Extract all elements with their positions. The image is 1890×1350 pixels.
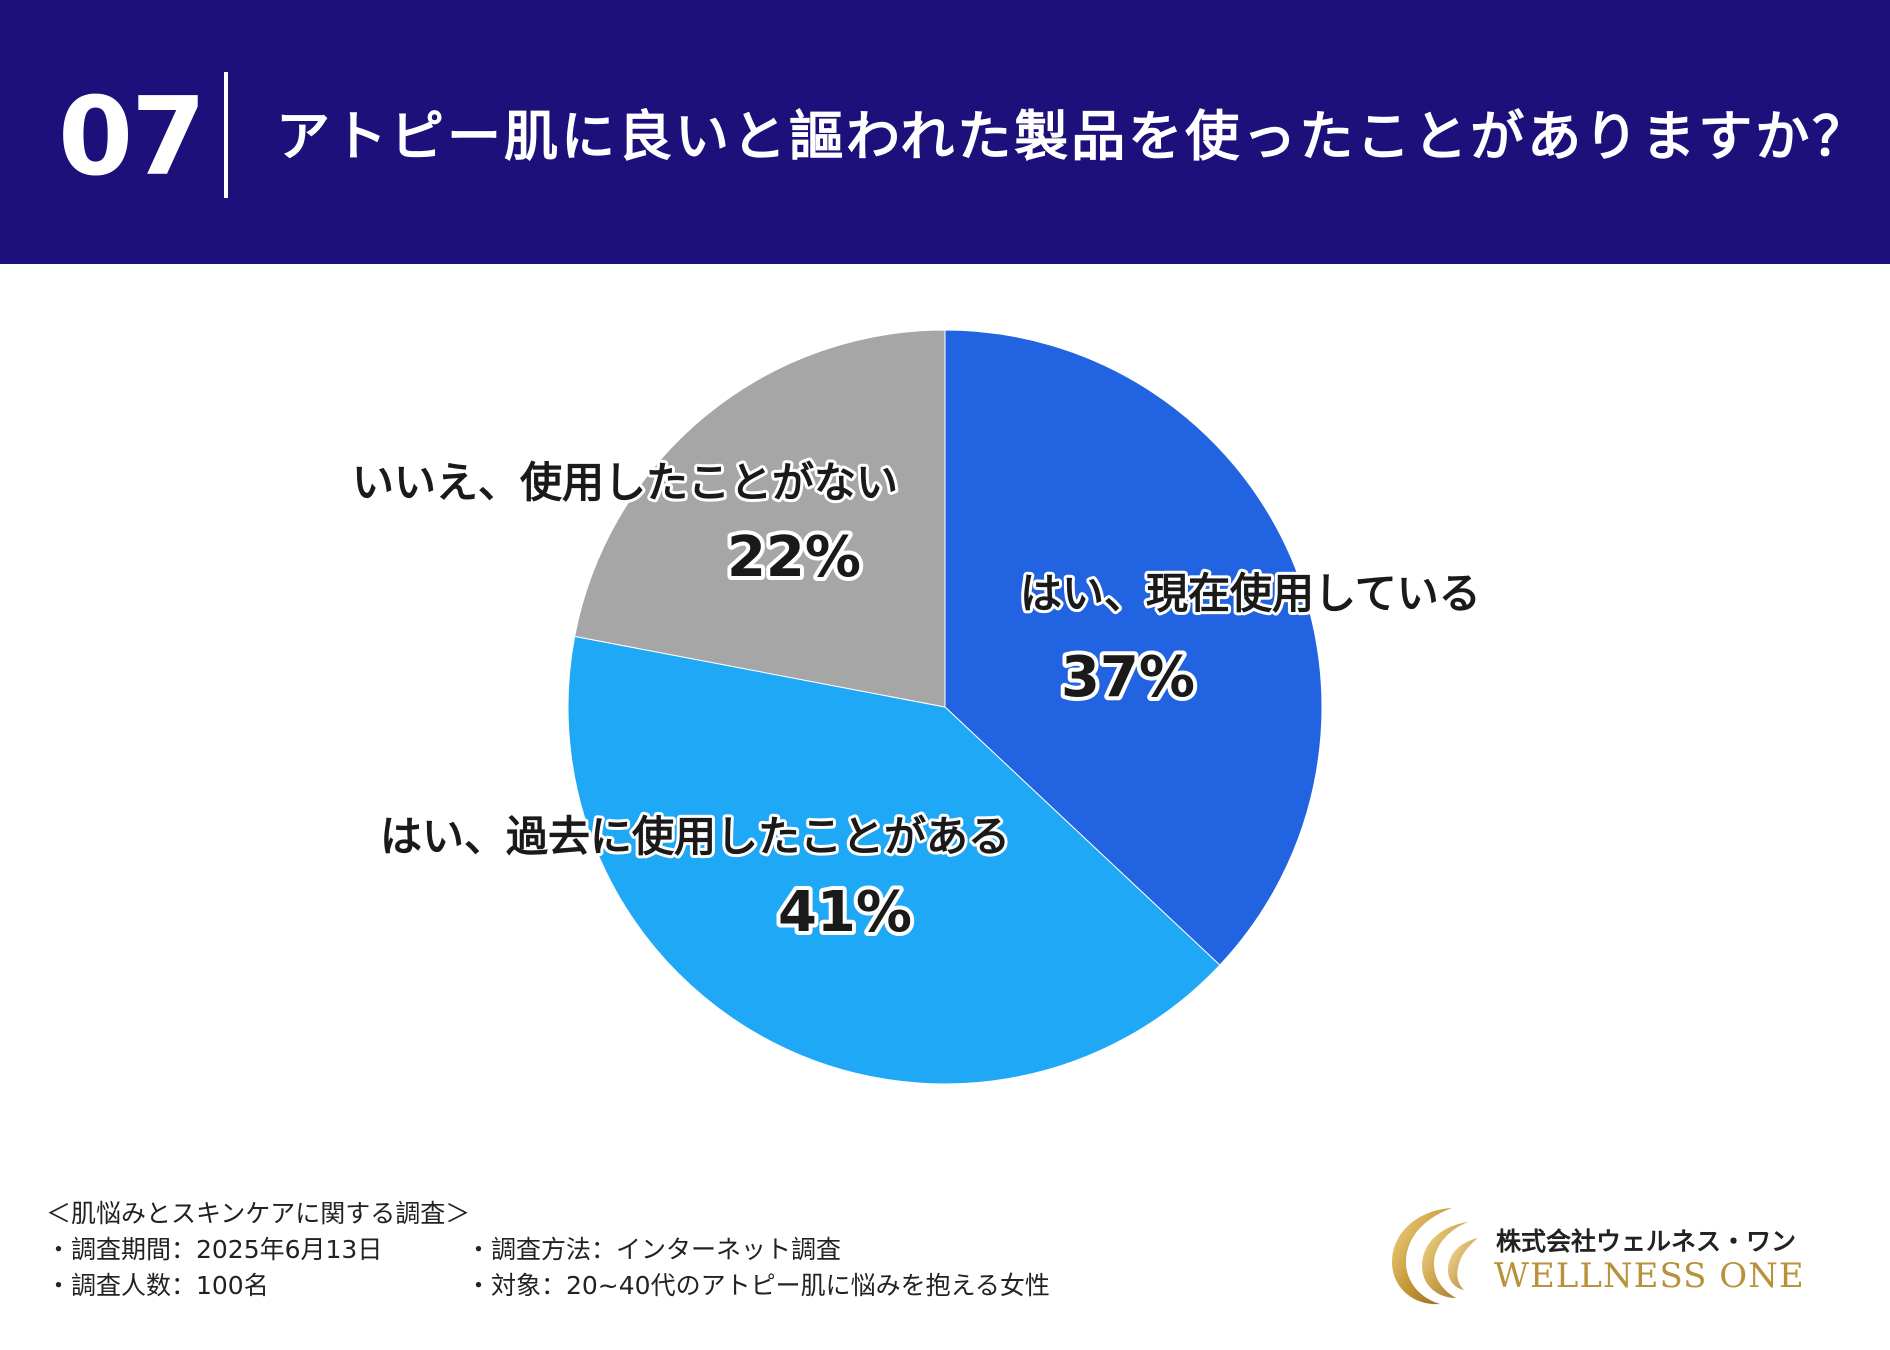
survey-respondents: ・調査人数：100名 — [46, 1271, 269, 1300]
slice-label-past: はい、過去に使用したことがある — [380, 812, 1010, 861]
slice-percent-current: 37% — [1061, 645, 1195, 710]
company-name-en: WELLNESS ONE — [1494, 1256, 1805, 1296]
survey-info: ＜肌悩みとスキンケアに関する調査＞ ・調査期間：2025年6月13日 ・調査方法… — [46, 1196, 1050, 1304]
pie-chart: はい、現在使用している 37% はい、過去に使用したことがある 41% いいえ、… — [349, 329, 1484, 1085]
company-name-jp: 株式会社ウェルネス・ワン — [1496, 1227, 1797, 1256]
survey-name: ＜肌悩みとスキンケアに関する調査＞ — [46, 1199, 471, 1228]
company-logo: 株式会社ウェルネス・ワン WELLNESS ONE — [1380, 1200, 1820, 1310]
survey-target: ・対象：20~40代のアトピー肌に悩みを抱える女性 — [466, 1271, 1050, 1300]
survey-method: ・調査方法：インターネット調査 — [466, 1235, 842, 1264]
gold-crescent-logo-icon — [1392, 1208, 1478, 1305]
slice-label-never: いいえ、使用したことがない — [352, 458, 898, 507]
slice-percent-past: 41% — [778, 880, 912, 945]
question-number: 07 — [58, 75, 206, 200]
pie-slice-current — [944, 329, 1323, 966]
pie-slice-never — [574, 329, 946, 708]
survey-period: ・調査期間：2025年6月13日 — [46, 1235, 383, 1264]
header-banner: 07 アトピー肌に良いと謳われた製品を使ったことがありますか？ — [0, 0, 1890, 264]
question-title: アトピー肌に良いと謳われた製品を使ったことがありますか？ — [276, 105, 1870, 168]
slice-percent-never: 22% — [727, 525, 861, 590]
header-divider — [224, 72, 228, 198]
pie-slice-past — [567, 635, 1221, 1085]
slice-label-current: はい、現在使用している — [1020, 569, 1481, 618]
